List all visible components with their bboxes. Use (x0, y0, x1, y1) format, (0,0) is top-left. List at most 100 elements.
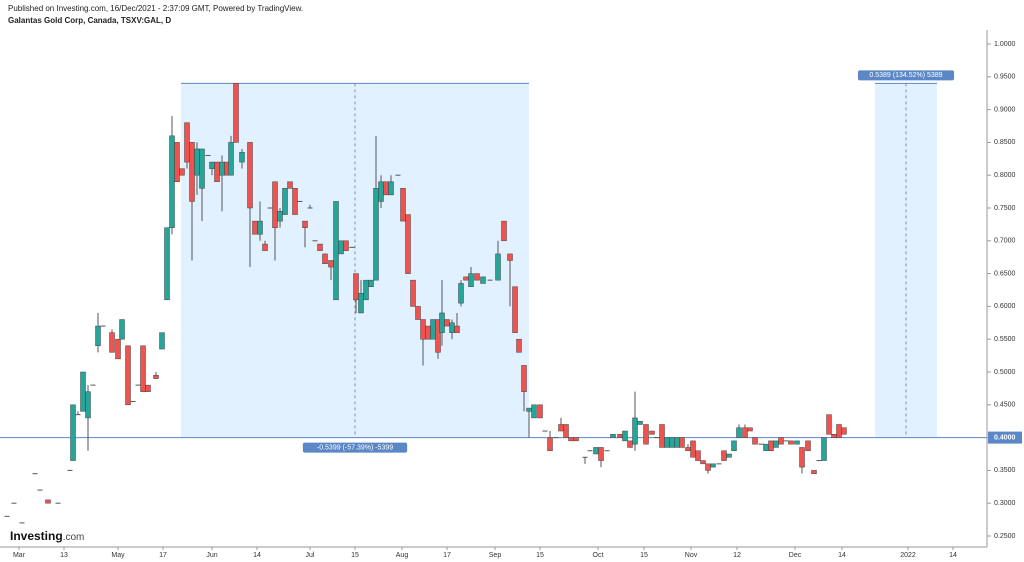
candle-body (199, 148, 205, 189)
y-tick-label: 0.5500 (994, 336, 1016, 343)
candle-body (292, 188, 298, 215)
candle-body (80, 371, 86, 412)
x-tick-label: Sep (489, 552, 502, 559)
candle-body (189, 142, 195, 202)
candle-body (726, 453, 732, 458)
x-tick-label: 15 (351, 552, 359, 559)
logo: Investing.com (10, 529, 84, 543)
candle-body (140, 345, 146, 392)
y-tick-label: 0.9000 (994, 106, 1016, 113)
candle-body (125, 345, 131, 406)
candle-body (731, 440, 737, 451)
x-tick-label: 12 (733, 552, 741, 559)
candle-body (194, 148, 200, 176)
candle-body (841, 427, 847, 435)
x-tick-label: Dec (789, 552, 802, 559)
x-tick-label: 13 (60, 552, 68, 559)
candle-body (659, 424, 665, 448)
instrument-title: Galantas Gold Corp, Canada, TSXV:GAL, D (8, 16, 171, 25)
candle-body (328, 260, 334, 268)
candle-body (674, 437, 680, 448)
y-tick-label: 0.3500 (994, 467, 1016, 474)
candle-body (115, 338, 121, 360)
candle-body (747, 427, 753, 432)
candle-body (695, 450, 701, 461)
candle-body (317, 243, 323, 251)
candle-body (95, 325, 101, 347)
candle-body (474, 273, 480, 281)
candle-body (799, 447, 805, 468)
candle-body (405, 214, 411, 274)
candle-body (277, 211, 283, 222)
candle-body (368, 279, 374, 287)
candle-body (435, 319, 441, 353)
candle-body (388, 181, 394, 196)
x-tick-label: Mar (13, 552, 26, 559)
candle-body (153, 375, 159, 379)
range-label: -0.5399 (-57.39%) -5399 (317, 444, 393, 451)
candle-body (685, 447, 691, 451)
candle-body (736, 427, 742, 438)
x-tick-label: Oct (593, 552, 604, 559)
candle-body (353, 273, 359, 301)
candle-body (516, 338, 522, 353)
candle-body (742, 427, 748, 438)
candle-body (358, 293, 364, 314)
x-tick-label: 14 (253, 552, 261, 559)
candle-body (622, 430, 628, 442)
candle-body (690, 440, 696, 458)
candle-body (169, 135, 175, 228)
candle-body (547, 437, 553, 451)
candle-body (272, 181, 278, 228)
candle-body (593, 447, 599, 455)
x-tick-label: 14 (838, 552, 846, 559)
candle-body (373, 188, 379, 281)
candle-body (637, 420, 643, 425)
x-tick-label: Jun (206, 552, 217, 559)
y-tick-label: 0.8500 (994, 139, 1016, 146)
candle-body (836, 424, 842, 438)
candle-body (710, 463, 716, 468)
candle-body (444, 319, 450, 327)
candle-body (805, 440, 811, 451)
x-tick-label: 15 (536, 552, 544, 559)
candle-body (700, 460, 706, 465)
candle-body (343, 240, 349, 251)
candle-body (821, 437, 827, 461)
candle-body (752, 437, 758, 445)
candle-body (537, 404, 543, 419)
candle-body (228, 142, 234, 176)
x-tick-label: Aug (396, 552, 409, 559)
candle-body (454, 325, 460, 333)
candle-body (458, 283, 464, 304)
candle-body (649, 430, 655, 435)
candle-body (338, 240, 344, 255)
candle-body (811, 470, 817, 474)
candle-body (778, 437, 784, 445)
candle-body (119, 319, 125, 340)
candle-body (415, 306, 421, 320)
y-tick-label: 0.2500 (994, 533, 1016, 540)
candle-body (507, 253, 513, 261)
candle-body (214, 161, 220, 183)
candle-body (449, 322, 455, 333)
candle-body (85, 391, 91, 419)
y-tick-label: 0.5000 (994, 369, 1016, 376)
x-tick-label: Nov (685, 552, 698, 559)
candle-body (617, 434, 623, 438)
range-label-bg (302, 442, 408, 453)
candle-body (627, 440, 633, 448)
y-tick-label: 0.3000 (994, 500, 1016, 507)
x-tick-label: 15 (640, 552, 648, 559)
y-tick-label: 0.8000 (994, 172, 1016, 179)
plot-area: -0.5399 (-57.39%) -5399 0.5389 (134.52%) … (0, 70, 987, 524)
candle-body (209, 161, 215, 169)
y-tick-label: 1.0000 (994, 41, 1016, 48)
candle-body (480, 276, 486, 284)
candle-body (262, 243, 268, 251)
candle-body (70, 404, 76, 461)
y-tick-label: 0.7000 (994, 238, 1016, 245)
candle-body (768, 440, 774, 451)
candle-body (247, 142, 253, 209)
